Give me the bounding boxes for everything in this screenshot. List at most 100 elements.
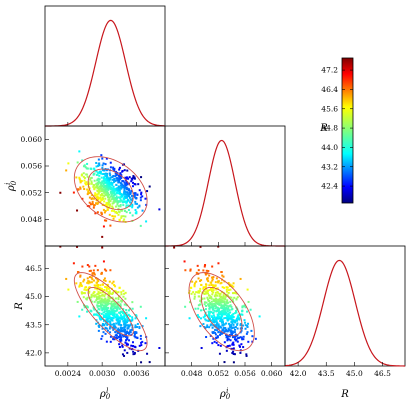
scatter-point	[211, 290, 213, 293]
scatter-point	[139, 305, 142, 308]
scatter-point	[97, 201, 100, 204]
scatter-point	[251, 335, 254, 338]
scatter-point	[112, 328, 115, 331]
scatter-point	[118, 187, 121, 190]
scatter-point	[110, 194, 113, 197]
scatter-point	[223, 286, 226, 289]
scatter-point	[233, 331, 236, 334]
scatter-point	[126, 336, 129, 339]
scatter-point	[227, 307, 230, 310]
scatter-point	[103, 177, 106, 180]
scatter-point	[131, 301, 134, 304]
scatter-point	[212, 324, 215, 327]
scatter-point	[202, 316, 205, 319]
scatter-point	[93, 188, 96, 191]
scatter-point	[99, 200, 102, 203]
scatter-point	[86, 193, 89, 196]
scatter-point	[215, 323, 218, 326]
scatter-point	[118, 178, 121, 181]
scatter-point	[214, 317, 217, 320]
scatter-point	[119, 324, 122, 327]
scatter-point	[242, 335, 245, 338]
scatter-point	[126, 200, 129, 203]
scatter-point	[126, 317, 129, 320]
scatter-point	[148, 361, 151, 364]
scatter-point	[217, 246, 220, 248]
scatter-point	[109, 297, 112, 300]
x-tick-label: 0.048	[181, 369, 203, 378]
scatter-point	[236, 337, 239, 340]
scatter-point	[200, 347, 203, 349]
scatter-point	[109, 331, 112, 334]
ylabel-R: R	[14, 302, 25, 311]
scatter-point	[202, 292, 205, 295]
scatter-point	[110, 312, 113, 315]
scatter-point	[82, 296, 85, 299]
scatter-point	[115, 198, 118, 201]
scatter-point	[104, 178, 107, 181]
scatter-point	[199, 299, 202, 302]
scatter-point	[93, 290, 96, 293]
scatter-point	[129, 329, 132, 332]
scatter-point	[83, 278, 86, 281]
scatter-point	[97, 307, 100, 310]
scatter-point	[192, 291, 195, 294]
scatter-point	[111, 304, 114, 307]
scatter-point	[224, 307, 226, 310]
scatter-point	[121, 344, 124, 347]
scatter-point	[123, 292, 126, 295]
scatter-point	[110, 317, 113, 319]
scatter-point	[202, 287, 205, 290]
scatter-point	[115, 313, 118, 316]
scatter-point	[112, 314, 115, 317]
scatter-point	[212, 298, 215, 301]
scatter-point	[133, 194, 136, 197]
scatter-point	[101, 324, 104, 327]
scatter-point	[103, 310, 106, 313]
scatter-point	[239, 277, 242, 280]
scatter-point	[218, 303, 221, 306]
scatter-point	[234, 326, 237, 329]
scatter-point	[205, 336, 208, 339]
scatter-point	[109, 161, 112, 164]
scatter-point	[211, 276, 214, 279]
scatter-point	[101, 317, 104, 320]
scatter-point	[110, 300, 113, 303]
scatter-point	[203, 297, 206, 300]
scatter-point	[83, 177, 86, 180]
scatter-point	[214, 328, 217, 331]
scatter-point	[101, 246, 104, 249]
scatter-point	[103, 169, 106, 172]
scatter-point	[146, 190, 149, 193]
scatter-point	[120, 317, 123, 320]
scatter-point	[224, 330, 227, 333]
scatter-point	[234, 328, 237, 331]
scatter-point	[92, 172, 95, 175]
scatter-point	[139, 224, 142, 227]
scatter-point	[136, 193, 139, 196]
scatter-point	[124, 314, 127, 317]
scatter-point	[133, 176, 136, 179]
scatter-point	[227, 345, 230, 348]
scatter-point	[110, 187, 113, 190]
scatter-point	[118, 332, 121, 334]
scatter-point	[90, 194, 93, 197]
scatter-point	[110, 198, 113, 201]
scatter-point	[109, 269, 112, 272]
scatter-point	[137, 183, 140, 186]
scatter-point	[212, 308, 215, 311]
scatter-point	[212, 291, 215, 294]
scatter-point	[222, 297, 225, 300]
scatter-point	[107, 298, 110, 301]
scatter-point	[210, 311, 213, 314]
scatter-point	[114, 316, 117, 319]
scatter-point	[214, 299, 217, 302]
scatter-point	[119, 303, 122, 306]
scatter-point	[213, 295, 216, 298]
scatter-point	[86, 310, 89, 313]
x-tick-label: 0.0036	[123, 369, 149, 378]
scatter-point	[230, 323, 233, 326]
scatter-point	[118, 320, 121, 323]
scatter-point	[103, 185, 106, 187]
scatter-point	[125, 309, 128, 312]
